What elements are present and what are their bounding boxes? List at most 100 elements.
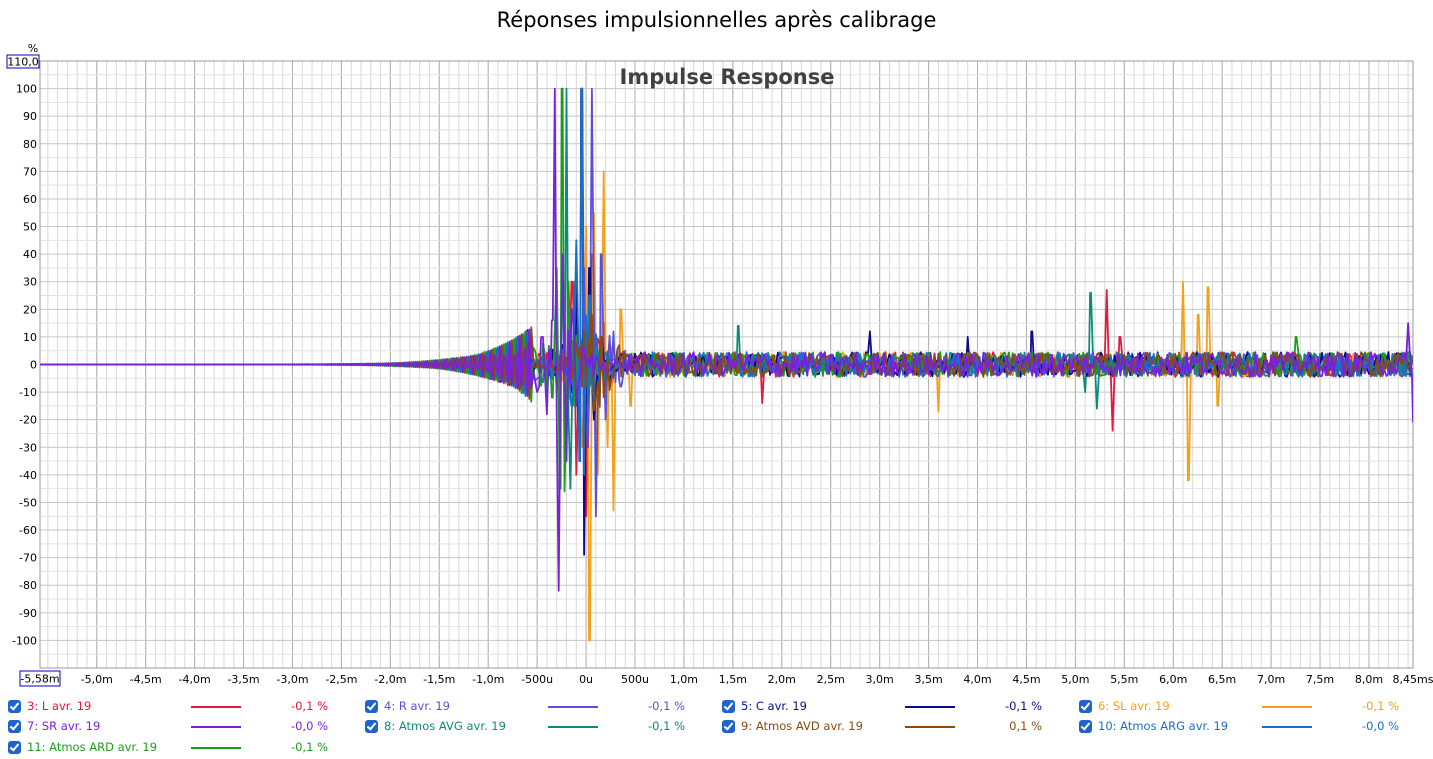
x-tick-label: -3,5m — [227, 673, 259, 686]
x-tick-label: -4,5m — [130, 673, 162, 686]
y-max-box — [6, 54, 40, 69]
series-line — [40, 87, 1413, 518]
y-axis-unit: % — [28, 42, 38, 55]
legend-item[interactable]: 5: C avr. 19 -0,1 % — [722, 699, 1062, 717]
y-tick-label: 60 — [23, 193, 37, 206]
y-tick-label: -20 — [19, 414, 37, 427]
series-value: -0,1 % — [290, 740, 328, 754]
page-title: Réponses impulsionnelles après calibrage — [496, 8, 937, 32]
series-line — [40, 87, 1413, 592]
x-tick-label: 5,5m — [1110, 673, 1138, 686]
legend-item[interactable]: 11: Atmos ARD avr. 19 -0,1 % — [8, 740, 348, 758]
x-tick-label: -1,0m — [472, 673, 504, 686]
legend-item[interactable]: 8: Atmos AVG avr. 19 -0,1 % — [365, 719, 705, 737]
x-tick-label: -500u — [521, 673, 553, 686]
series-checkbox[interactable] — [722, 700, 735, 713]
series-checkbox[interactable] — [1079, 700, 1092, 713]
series-checkbox[interactable] — [8, 700, 21, 713]
x-tick-label: 2,0m — [768, 673, 796, 686]
series-swatch — [905, 706, 955, 708]
x-tick-label: 7,0m — [1257, 673, 1285, 686]
series-swatch — [905, 726, 955, 728]
series-lines — [40, 87, 1413, 642]
series-line — [40, 87, 1413, 518]
series-value: -0,1 % — [647, 719, 685, 733]
y-tick-label: 100 — [16, 83, 37, 96]
x-tick-label: 5,0m — [1061, 673, 1089, 686]
x-tick-label: 500u — [621, 673, 649, 686]
series-value: -0,1 % — [1004, 699, 1042, 713]
y-tick-label: 90 — [23, 110, 37, 123]
series-value: -0,1 % — [290, 699, 328, 713]
x-tick-label: 1,0m — [670, 673, 698, 686]
series-value: 0,1 % — [1009, 719, 1042, 733]
series-line — [40, 87, 1413, 490]
x-tick-label: -5,0m — [81, 673, 113, 686]
series-swatch — [191, 747, 241, 749]
y-tick-label: 40 — [23, 248, 37, 261]
x-tick-label: -1,5m — [423, 673, 455, 686]
y-tick-label: 50 — [23, 221, 37, 234]
legend-item[interactable]: 9: Atmos AVD avr. 19 0,1 % — [722, 719, 1062, 737]
series-name: 7: SR avr. 19 — [27, 719, 101, 733]
series-swatch — [548, 706, 598, 708]
series-checkbox[interactable] — [365, 700, 378, 713]
legend-item[interactable]: 4: R avr. 19 -0,1 % — [365, 699, 705, 717]
x-tick-label: -2,0m — [374, 673, 406, 686]
y-tick-label: -40 — [19, 469, 37, 482]
series-swatch — [1262, 706, 1312, 708]
series-value: -0,0 % — [290, 719, 328, 733]
y-tick-label: 20 — [23, 303, 37, 316]
x-tick-label: -2,5m — [325, 673, 357, 686]
chart-title: Impulse Response — [620, 65, 835, 89]
y-tick-label: -100 — [12, 634, 37, 647]
x-tick-label: 4,5m — [1012, 673, 1040, 686]
y-tick-label: 30 — [23, 276, 37, 289]
y-tick-label: -30 — [19, 441, 37, 454]
series-swatch — [191, 706, 241, 708]
y-tick-label: -60 — [19, 524, 37, 537]
series-name: 8: Atmos AVG avr. 19 — [384, 719, 506, 733]
y-tick-label: 10 — [23, 331, 37, 344]
series-checkbox[interactable] — [8, 741, 21, 754]
legend-item[interactable]: 6: SL avr. 19 -0,1 % — [1079, 699, 1419, 717]
x-tick-label: 3,5m — [914, 673, 942, 686]
y-tick-label: -10 — [19, 386, 37, 399]
series-swatch — [1262, 726, 1312, 728]
series-checkbox[interactable] — [365, 720, 378, 733]
x-tick-label: -4,0m — [179, 673, 211, 686]
legend-item[interactable]: 7: SR avr. 19 -0,0 % — [8, 719, 348, 737]
x-tick-label: 1,5m — [719, 673, 747, 686]
series-swatch — [548, 726, 598, 728]
series-name: 3: L avr. 19 — [27, 699, 92, 713]
series-name: 4: R avr. 19 — [384, 699, 450, 713]
series-value: -0,1 % — [1361, 699, 1399, 713]
x-tick-label: -3,0m — [276, 673, 308, 686]
series-name: 9: Atmos AVD avr. 19 — [741, 719, 863, 733]
series-name: 5: C avr. 19 — [741, 699, 808, 713]
series-checkbox[interactable] — [1079, 720, 1092, 733]
series-line — [40, 87, 1413, 493]
series-checkbox[interactable] — [8, 720, 21, 733]
y-tick-label: -90 — [19, 607, 37, 620]
y-tick-label: 0 — [30, 359, 37, 372]
y-max-box-label: 110,0 — [7, 56, 39, 69]
x-min-box-label: -5,58m — [20, 673, 59, 686]
impulse-response-chart[interactable]: 1009080706050403020100-10-20-30-40-50-60… — [0, 0, 1433, 700]
x-tick-label: 7,5m — [1306, 673, 1334, 686]
legend-item[interactable]: 3: L avr. 19 -0,1 % — [8, 699, 348, 717]
series-swatch — [191, 726, 241, 728]
legend-item[interactable]: 10: Atmos ARG avr. 19 -0,0 % — [1079, 719, 1419, 737]
x-min-box — [19, 670, 61, 687]
x-tick-label: 8,0m — [1355, 673, 1383, 686]
series-checkbox[interactable] — [722, 720, 735, 733]
x-tick-label: 0u — [579, 673, 593, 686]
y-tick-label: -50 — [19, 496, 37, 509]
x-tick-label: 6,0m — [1159, 673, 1187, 686]
series-name: 10: Atmos ARG avr. 19 — [1098, 719, 1229, 733]
series-name: 6: SL avr. 19 — [1098, 699, 1170, 713]
y-tick-label: -80 — [19, 579, 37, 592]
x-tick-label: 4,0m — [963, 673, 991, 686]
series-value: -0,1 % — [647, 699, 685, 713]
y-tick-label: 80 — [23, 138, 37, 151]
